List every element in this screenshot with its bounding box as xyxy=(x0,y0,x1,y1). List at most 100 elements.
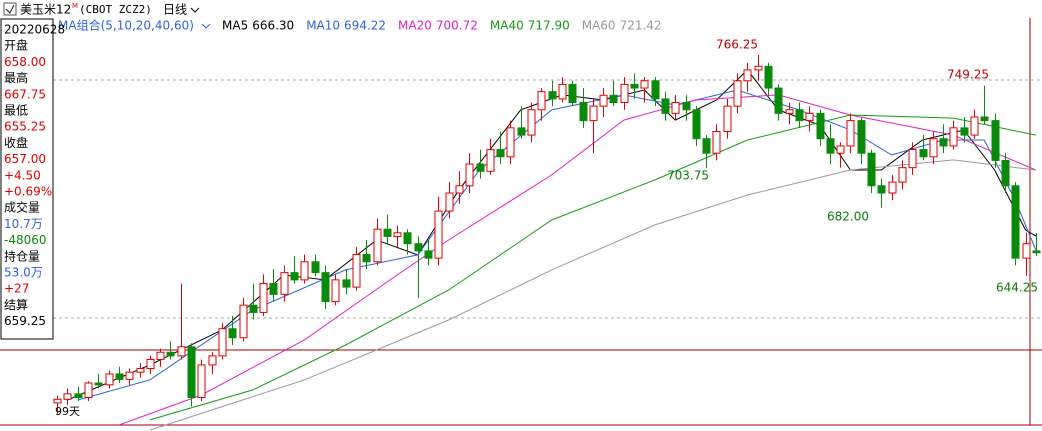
candle-body xyxy=(125,371,134,380)
candle-body xyxy=(919,149,928,158)
candle-body xyxy=(537,91,546,111)
candle-body xyxy=(239,304,248,339)
legend-value: 694.22 xyxy=(344,19,386,33)
dropdown-arrow[interactable] xyxy=(190,7,200,13)
info-text: 655.25 xyxy=(4,120,46,134)
candle-body xyxy=(455,185,464,194)
info-text: 53.0万 xyxy=(4,266,43,280)
candle-body xyxy=(991,120,1000,161)
candle-body xyxy=(939,138,948,147)
candle-body xyxy=(857,120,866,154)
candle-body xyxy=(300,261,309,281)
candle-body xyxy=(558,83,567,100)
candle-body xyxy=(321,272,330,303)
candle-body xyxy=(517,127,526,136)
info-text: -48060 xyxy=(4,233,47,247)
info-text: 20220628 xyxy=(4,23,65,37)
candle-body xyxy=(259,282,268,313)
candle-body xyxy=(115,373,124,380)
candle-body xyxy=(197,364,206,398)
candle-body xyxy=(980,116,989,122)
candle-body xyxy=(393,232,402,237)
info-text: 最低 xyxy=(4,104,28,118)
dropdown-arrow[interactable] xyxy=(201,23,211,29)
candle-body xyxy=(877,185,886,194)
candle-body xyxy=(249,304,258,313)
code: (CBOT ZCZ2) xyxy=(79,3,152,16)
legend-value: 666.30 xyxy=(252,19,294,33)
candle-body xyxy=(589,105,598,122)
symbol-flag: M xyxy=(72,2,78,10)
candle-body xyxy=(177,346,186,357)
candle-body xyxy=(476,163,485,172)
candle-body xyxy=(640,80,649,89)
candle-body xyxy=(609,94,618,104)
legend-value: 700.72 xyxy=(436,19,478,33)
candle-body xyxy=(136,368,145,373)
candle-body xyxy=(146,358,155,370)
candle-body xyxy=(929,138,938,158)
candle-body xyxy=(651,80,660,100)
candle-body xyxy=(445,192,454,212)
candle-body xyxy=(166,351,175,357)
candle-body xyxy=(579,102,588,122)
info-text: 最高 xyxy=(4,70,28,85)
candle-body xyxy=(434,210,443,259)
candle-body xyxy=(403,232,412,245)
candle-body xyxy=(1011,185,1020,259)
candle-body xyxy=(836,145,845,154)
ma-group[interactable]: MA组合(5,10,20,40,60) xyxy=(58,18,194,33)
candle-body xyxy=(414,243,423,252)
ma-line xyxy=(67,69,1037,401)
info-text: 10.7万 xyxy=(4,217,43,231)
candle-body xyxy=(723,105,732,132)
candle-body xyxy=(362,254,371,263)
candle-body xyxy=(342,279,351,288)
candle-body xyxy=(84,382,93,398)
candle-body xyxy=(63,393,72,400)
annotation: 682.00 xyxy=(827,210,869,224)
info-text: 658.00 xyxy=(4,55,46,69)
candle-body xyxy=(733,80,742,107)
candle-body xyxy=(785,109,794,114)
info-text: 657.00 xyxy=(4,152,46,166)
bottom-label: 99天 xyxy=(55,405,80,418)
candle-body xyxy=(671,102,680,114)
candle-body xyxy=(682,102,691,111)
candle-body xyxy=(692,109,701,140)
candle-body xyxy=(269,282,278,295)
candle-body xyxy=(960,127,969,136)
candle-body xyxy=(105,373,114,386)
legend-name: MA60 xyxy=(582,19,616,33)
candle-body xyxy=(94,382,103,386)
info-text: 659.25 xyxy=(4,314,46,328)
candle-body xyxy=(218,328,227,357)
candle-body xyxy=(774,87,783,114)
candle-body xyxy=(630,83,639,89)
legend-name: MA10 xyxy=(306,19,340,33)
info-text: +4.50 xyxy=(4,168,41,182)
annotation: 644.25 xyxy=(996,281,1038,295)
annotation: 749.25 xyxy=(947,68,989,82)
candle-body xyxy=(743,69,752,82)
candle-body xyxy=(1001,159,1010,187)
candle-body xyxy=(383,228,392,237)
legend-name: MA20 xyxy=(398,19,432,33)
candle-body xyxy=(888,181,897,194)
period[interactable]: 日线 xyxy=(163,3,187,17)
candle-body xyxy=(331,279,340,303)
annotation: 766.25 xyxy=(716,38,758,52)
candle-body xyxy=(754,65,763,71)
info-text: 成交量 xyxy=(4,200,40,215)
icon xyxy=(5,4,15,14)
candle-body xyxy=(280,272,289,295)
candle-body xyxy=(712,130,721,154)
candle-body xyxy=(290,272,299,281)
candle-body xyxy=(1032,250,1041,254)
candle-body xyxy=(228,328,237,339)
candle-body xyxy=(486,149,495,172)
candle-body xyxy=(496,149,505,158)
candle-body xyxy=(208,355,217,366)
